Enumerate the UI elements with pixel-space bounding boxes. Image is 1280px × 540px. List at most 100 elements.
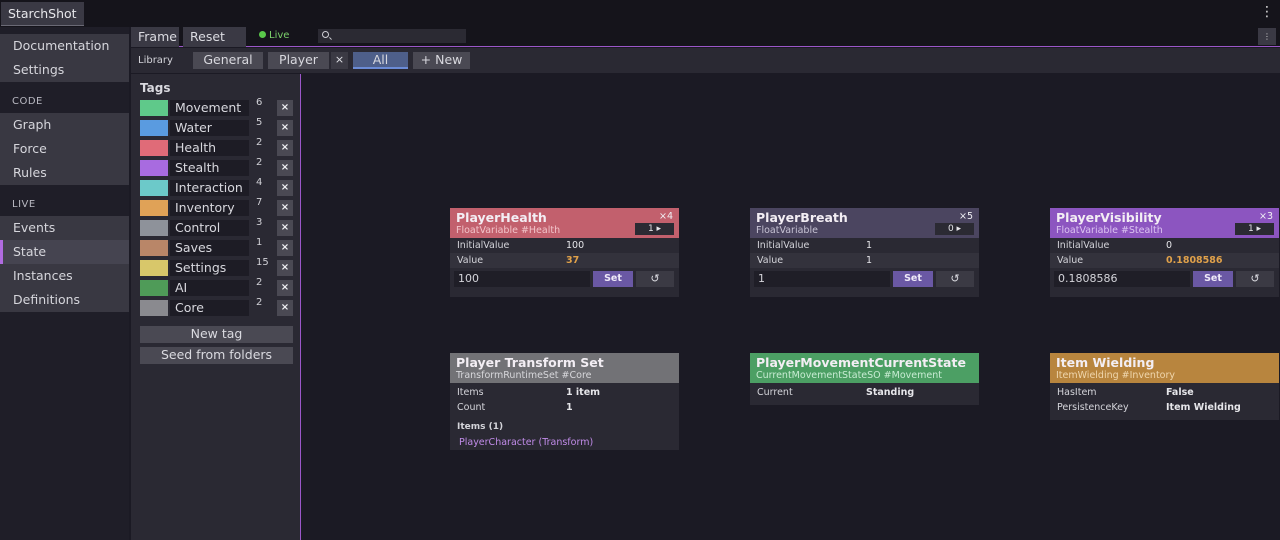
tag-color-swatch[interactable] [140, 200, 168, 216]
instance-badge[interactable]: 1 ▸ [1235, 223, 1274, 235]
tag-name-input[interactable]: Water [170, 120, 249, 136]
key: Value [1057, 255, 1084, 266]
sidebar-item-documentation[interactable]: Documentation [13, 38, 110, 53]
tag-name-input[interactable]: Inventory [170, 200, 249, 216]
reset-icon[interactable]: ↺ [1236, 271, 1274, 287]
card-title: PlayerMovementCurrentState [756, 355, 966, 370]
reset-all-button[interactable]: Reset All [183, 27, 246, 63]
tab-general[interactable]: General [193, 52, 263, 69]
tag-color-swatch[interactable] [140, 180, 168, 196]
instance-badge[interactable]: 0 ▸ [935, 223, 974, 235]
tag-color-swatch[interactable] [140, 260, 168, 276]
card-player-health[interactable]: PlayerHealth FloatVariable #Health ×4 1 … [450, 208, 679, 297]
tag-name-input[interactable]: Settings [170, 260, 249, 276]
sidebar-item-force[interactable]: Force [13, 141, 47, 156]
instance-count: ×4 [658, 211, 673, 222]
tab-all[interactable]: All [353, 52, 408, 69]
sidebar-item-rules[interactable]: Rules [13, 165, 47, 180]
tag-color-swatch[interactable] [140, 100, 168, 116]
set-row: 1 Set ↺ [750, 269, 979, 289]
delete-tag-icon[interactable]: × [277, 160, 293, 176]
sidebar-item-instances[interactable]: Instances [13, 268, 73, 283]
set-button[interactable]: Set [1193, 271, 1233, 287]
tag-name-input[interactable]: AI [170, 280, 249, 296]
card-subtitle: FloatVariable #Health [456, 225, 561, 236]
sidebar-section-live: LIVE [0, 194, 129, 216]
delete-tag-icon[interactable]: × [277, 260, 293, 276]
delete-tag-icon[interactable]: × [277, 200, 293, 216]
tag-color-swatch[interactable] [140, 220, 168, 236]
sidebar-item-events[interactable]: Events [13, 220, 56, 235]
delete-tag-icon[interactable]: × [277, 180, 293, 196]
tag-name-input[interactable]: Core [170, 300, 249, 316]
new-tag-button[interactable]: New tag [140, 326, 293, 343]
tag-row: Stealth 2 × [140, 157, 294, 176]
sidebar-item-settings[interactable]: Settings [13, 62, 65, 77]
tag-row: Health 2 × [140, 137, 294, 156]
delete-tag-icon[interactable]: × [277, 120, 293, 136]
tag-color-swatch[interactable] [140, 240, 168, 256]
delete-tag-icon[interactable]: × [277, 220, 293, 236]
value-input[interactable]: 0.1808586 [1054, 271, 1190, 287]
value-input[interactable]: 100 [454, 271, 590, 287]
tag-color-swatch[interactable] [140, 140, 168, 156]
tab-player[interactable]: Player [268, 52, 329, 69]
state-canvas[interactable]: PlayerHealth FloatVariable #Health ×4 1 … [302, 74, 1280, 540]
tag-name-input[interactable]: Stealth [170, 160, 249, 176]
set-button[interactable]: Set [893, 271, 933, 287]
row-initial-value: InitialValue 100 [450, 238, 679, 253]
tag-row: Interaction 4 × [140, 177, 294, 196]
tag-name-input[interactable]: Saves [170, 240, 249, 256]
value: 1 [866, 255, 873, 266]
seed-from-folders-button[interactable]: Seed from folders [140, 347, 293, 364]
sidebar-item-definitions[interactable]: Definitions [13, 292, 81, 307]
tag-name-input[interactable]: Movement [170, 100, 249, 116]
tag-name-input[interactable]: Interaction [170, 180, 249, 196]
delete-tag-icon[interactable]: × [277, 300, 293, 316]
sidebar-item-graph[interactable]: Graph [13, 117, 52, 132]
card-player-visibility[interactable]: PlayerVisibility FloatVariable #Stealth … [1050, 208, 1279, 297]
item-link[interactable]: PlayerCharacter (Transform) [459, 437, 594, 448]
more-options-icon[interactable]: ⋮ [1260, 4, 1274, 20]
card-player-transform-set[interactable]: Player Transform Set TransformRuntimeSet… [450, 353, 679, 450]
sidebar-item-state[interactable]: State [0, 240, 129, 264]
app-title[interactable]: StarchShot [1, 2, 84, 26]
card-header: PlayerBreath FloatVariable ×5 0 ▸ [750, 208, 979, 238]
value: 1 [866, 240, 873, 251]
sidebar-section-code: CODE [0, 91, 129, 113]
delete-tag-icon[interactable]: × [277, 280, 293, 296]
toolbar-menu-icon[interactable]: ⋮ [1258, 28, 1276, 45]
delete-tag-icon[interactable]: × [277, 240, 293, 256]
tag-color-swatch[interactable] [140, 120, 168, 136]
instance-badge[interactable]: 1 ▸ [635, 223, 674, 235]
card-subtitle: ItemWielding #Inventory [1056, 370, 1176, 381]
key: HasItem [1057, 387, 1097, 398]
value-input[interactable]: 1 [754, 271, 890, 287]
search-input[interactable] [318, 29, 466, 43]
live-label: Live [269, 30, 290, 41]
reset-icon[interactable]: ↺ [936, 271, 974, 287]
card-title: PlayerHealth [456, 210, 547, 225]
key: Items [457, 387, 484, 398]
frame-button[interactable]: Frame [131, 27, 179, 47]
tag-color-swatch[interactable] [140, 300, 168, 316]
card-player-movement-state[interactable]: PlayerMovementCurrentState CurrentMoveme… [750, 353, 979, 405]
value: Item Wielding [1166, 402, 1241, 413]
card-subtitle: TransformRuntimeSet #Core [456, 370, 592, 381]
delete-tag-icon[interactable]: × [277, 140, 293, 156]
row-items: Items 1 item [450, 385, 679, 400]
tag-color-swatch[interactable] [140, 160, 168, 176]
tag-name-input[interactable]: Health [170, 140, 249, 156]
tag-color-swatch[interactable] [140, 280, 168, 296]
new-tab-button[interactable]: + New [413, 52, 470, 69]
close-tab-player-icon[interactable]: × [331, 52, 348, 69]
tag-name-input[interactable]: Control [170, 220, 249, 236]
card-item-wielding[interactable]: Item Wielding ItemWielding #Inventory Ha… [1050, 353, 1279, 420]
reset-icon[interactable]: ↺ [636, 271, 674, 287]
card-player-breath[interactable]: PlayerBreath FloatVariable ×5 0 ▸ Initia… [750, 208, 979, 297]
set-button[interactable]: Set [593, 271, 633, 287]
delete-tag-icon[interactable]: × [277, 100, 293, 116]
row-initial-value: InitialValue 0 [1050, 238, 1279, 253]
live-indicator: Live [259, 29, 289, 43]
tag-count: 2 [256, 277, 263, 288]
